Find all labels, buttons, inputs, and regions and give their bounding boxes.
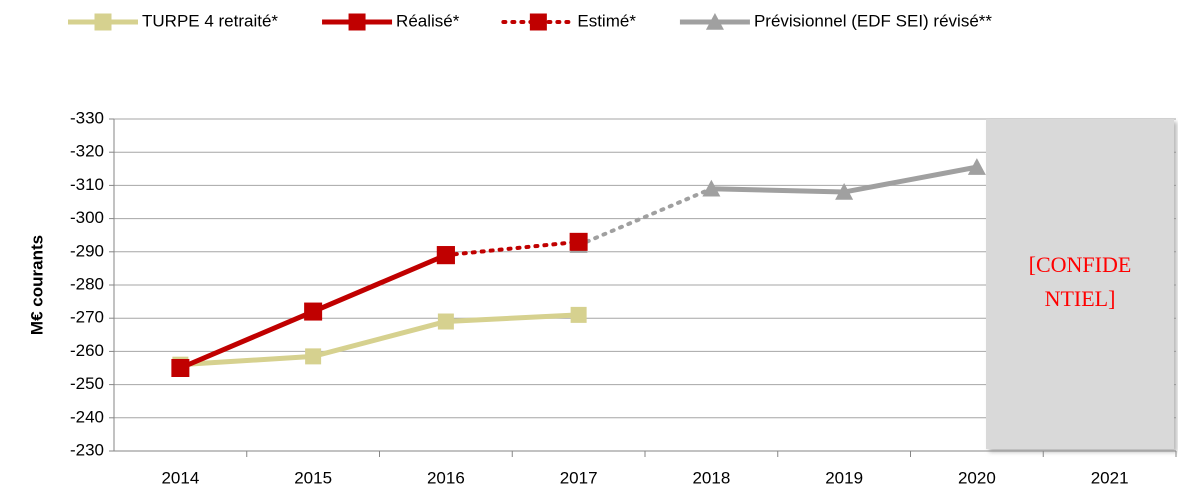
legend-item: Prévisionnel (EDF SEI) révisé**	[679, 11, 992, 30]
series-line	[443, 239, 581, 258]
data-point	[569, 232, 588, 251]
y-tick-label: -300	[70, 208, 104, 227]
confidential-label: [CONFIDE	[1029, 252, 1132, 277]
data-point	[171, 359, 190, 377]
data-point	[305, 348, 322, 365]
legend-marker	[94, 13, 112, 31]
legend-marker	[705, 13, 724, 30]
legend-label: Prévisionnel (EDF SEI) révisé**	[754, 11, 992, 30]
x-tick-label: 2015	[294, 468, 332, 487]
y-tick-label: -320	[70, 142, 104, 161]
y-axis-label: M€ courants	[27, 235, 46, 335]
y-tick-label: -330	[70, 108, 104, 127]
confidential-box	[986, 119, 1174, 449]
x-tick-label: 2014	[161, 468, 199, 487]
x-tick-label: 2016	[427, 468, 465, 487]
x-tick-label: 2019	[825, 468, 863, 487]
data-point	[436, 246, 455, 265]
legend-marker	[529, 13, 547, 31]
legend-item: Estimé*	[501, 11, 636, 30]
legend-marker	[348, 13, 366, 31]
legend-label: Réalisé*	[396, 11, 460, 30]
data-point	[835, 183, 854, 200]
legend-label: Estimé*	[577, 11, 636, 30]
y-tick-label: -310	[70, 175, 104, 194]
legend-item: Réalisé*	[322, 11, 460, 30]
x-tick-label: 2020	[958, 468, 996, 487]
confidential-label: NTIEL]	[1045, 286, 1116, 311]
series-line	[180, 312, 579, 368]
data-point	[437, 313, 454, 330]
y-tick-label: -240	[70, 407, 104, 426]
y-tick-label: -260	[70, 341, 104, 360]
series-line	[576, 186, 714, 248]
y-tick-label: -250	[70, 374, 104, 393]
data-point	[967, 158, 986, 175]
y-tick-label: -280	[70, 274, 104, 293]
x-tick-label: 2021	[1091, 468, 1129, 487]
x-tick-label: 2018	[692, 468, 730, 487]
legend-label: TURPE 4 retraité*	[142, 11, 278, 30]
data-point	[702, 179, 721, 197]
data-point	[570, 306, 587, 323]
y-tick-label: -230	[70, 440, 104, 459]
y-tick-label: -290	[70, 241, 104, 260]
data-point	[304, 302, 323, 321]
x-tick-label: 2017	[560, 468, 598, 487]
y-tick-label: -270	[70, 308, 104, 327]
